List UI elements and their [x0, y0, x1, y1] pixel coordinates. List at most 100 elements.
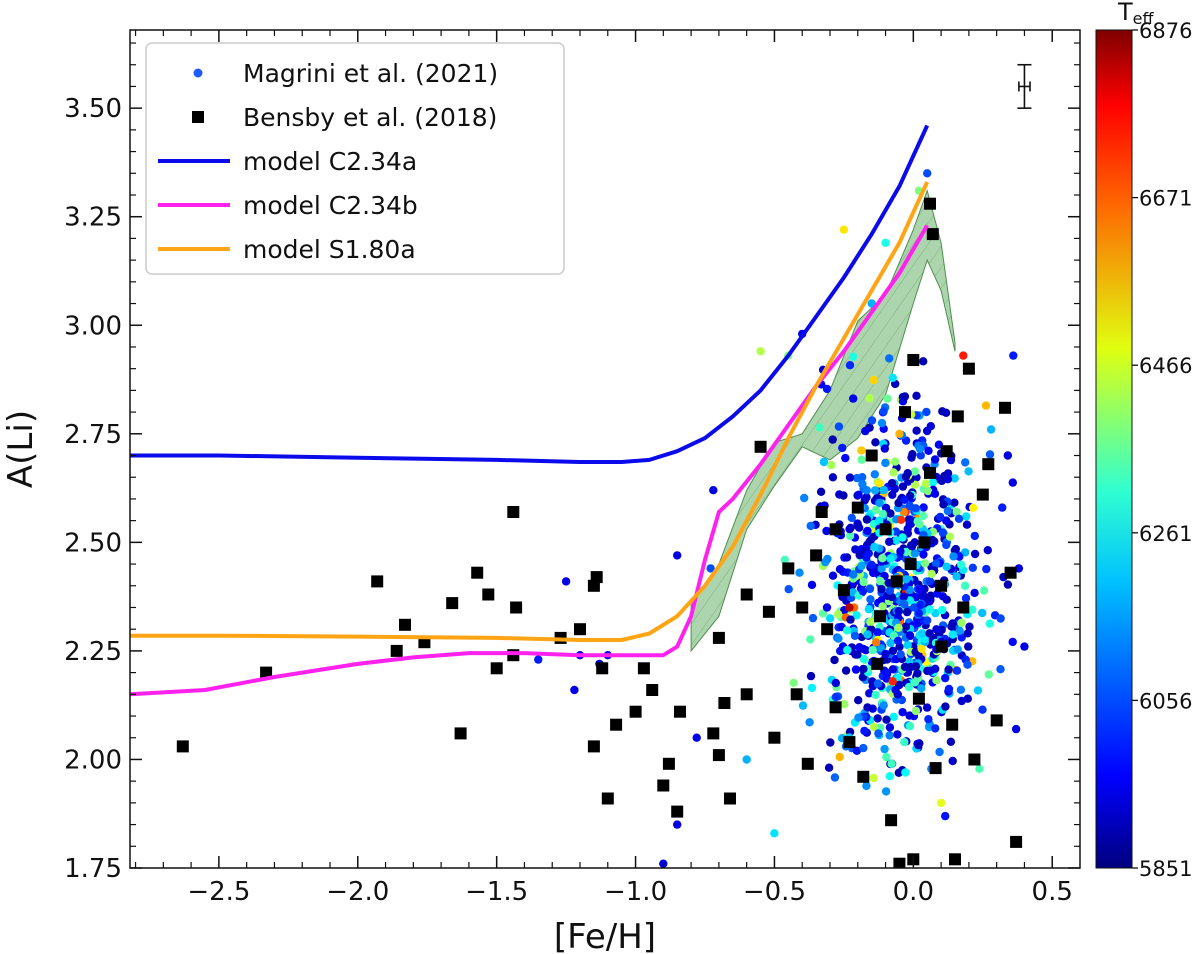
magrini-point — [859, 577, 868, 587]
magrini-point — [881, 667, 890, 677]
magrini-point — [896, 547, 905, 556]
bensby-point — [904, 558, 917, 571]
magrini-point — [845, 361, 855, 370]
magrini-point — [881, 649, 890, 659]
magrini-point — [885, 537, 894, 546]
magrini-point — [957, 560, 966, 569]
magrini-point — [807, 580, 817, 590]
magrini-point — [978, 705, 987, 714]
colorbar-title: Teff — [1117, 0, 1155, 28]
x-tick-label: −1.0 — [604, 877, 667, 907]
magrini-point — [923, 486, 933, 496]
magrini-point — [875, 479, 884, 488]
magrini-point — [879, 485, 888, 495]
legend-label: Magrini et al. (2021) — [243, 59, 498, 88]
magrini-point — [923, 169, 932, 178]
magrini-point — [908, 450, 917, 459]
magrini-point — [795, 568, 804, 577]
magrini-point — [853, 521, 863, 531]
magrini-point — [961, 458, 970, 467]
magrini-point — [854, 490, 863, 499]
x-tick-label: −0.5 — [743, 877, 806, 907]
magrini-point — [894, 607, 903, 616]
bensby-point — [1010, 835, 1023, 848]
magrini-point — [838, 443, 847, 453]
magrini-point — [916, 600, 925, 610]
magrini-point — [822, 526, 831, 536]
magrini-point — [880, 444, 889, 453]
magrini-point — [805, 718, 814, 727]
y-tick-label: 3.50 — [64, 94, 122, 124]
magrini-point — [924, 446, 933, 455]
magrini-point — [915, 585, 924, 594]
magrini-point — [882, 752, 891, 762]
magrini-point — [874, 729, 883, 738]
magrini-point — [902, 607, 912, 617]
magrini-point — [942, 540, 951, 550]
y-axis-title: A(Li) — [1, 410, 41, 488]
magrini-point — [845, 531, 855, 541]
magrini-point — [919, 511, 928, 521]
magrini-point — [866, 617, 875, 627]
magrini-point — [961, 594, 971, 603]
magrini-point — [798, 701, 808, 710]
magrini-point — [910, 467, 920, 476]
legend-marker-square — [192, 111, 204, 123]
magrini-point — [903, 640, 912, 650]
magrini-point — [919, 550, 928, 559]
bensby-point — [471, 566, 484, 579]
magrini-point — [830, 773, 840, 782]
bensby-point — [482, 588, 495, 601]
bensby-point — [1004, 566, 1017, 579]
magrini-point — [835, 752, 844, 762]
magrini-point — [673, 551, 682, 560]
bensby-point — [810, 549, 823, 562]
magrini-point — [887, 759, 896, 768]
magrini-point — [919, 357, 928, 366]
magrini-point — [857, 561, 866, 571]
x-tick-labels: −2.5 −2.0 −1.5 −1.0 −0.5 0.0 0.5 — [187, 877, 1073, 907]
magrini-point — [842, 626, 852, 635]
magrini-point — [952, 507, 961, 517]
magrini-point — [709, 486, 718, 495]
bensby-point — [990, 714, 1003, 727]
magrini-point — [839, 491, 848, 500]
magrini-point — [888, 665, 898, 674]
magrini-point — [885, 772, 894, 781]
colorbar-tick-label: 5851 — [1139, 857, 1192, 881]
magrini-point — [911, 504, 920, 513]
magrini-point — [807, 683, 817, 693]
bensby-point — [949, 853, 961, 866]
magrini-point — [868, 645, 877, 655]
bensby-point — [999, 401, 1011, 414]
colorbar-tick-label: 6466 — [1139, 354, 1192, 378]
bensby-point — [601, 792, 614, 805]
magrini-point — [996, 665, 1005, 674]
magrini-point — [870, 470, 879, 479]
magrini-point — [895, 429, 904, 438]
magrini-point — [948, 630, 957, 639]
magrini-point — [888, 490, 897, 499]
magrini-point — [828, 571, 838, 580]
magrini-point — [996, 614, 1005, 623]
magrini-point — [899, 599, 908, 608]
magrini-point — [970, 549, 980, 559]
bensby-point — [646, 684, 659, 696]
magrini-point — [1003, 451, 1012, 460]
magrini-point — [883, 394, 892, 403]
legend-label: Bensby et al. (2018) — [243, 103, 497, 132]
magrini-point — [827, 460, 836, 470]
magrini-point — [904, 682, 914, 692]
bensby-point — [587, 740, 600, 753]
bensby-point — [843, 736, 856, 749]
magrini-point — [912, 426, 921, 435]
magrini-point — [756, 347, 765, 356]
bensby-point — [782, 562, 795, 575]
bensby-point — [507, 649, 520, 662]
bensby-point — [821, 623, 834, 636]
bensby-point — [879, 523, 892, 536]
magrini-point — [839, 225, 849, 234]
magrini-point — [877, 585, 886, 594]
magrini-point — [936, 798, 946, 808]
bensby-point — [674, 705, 686, 718]
